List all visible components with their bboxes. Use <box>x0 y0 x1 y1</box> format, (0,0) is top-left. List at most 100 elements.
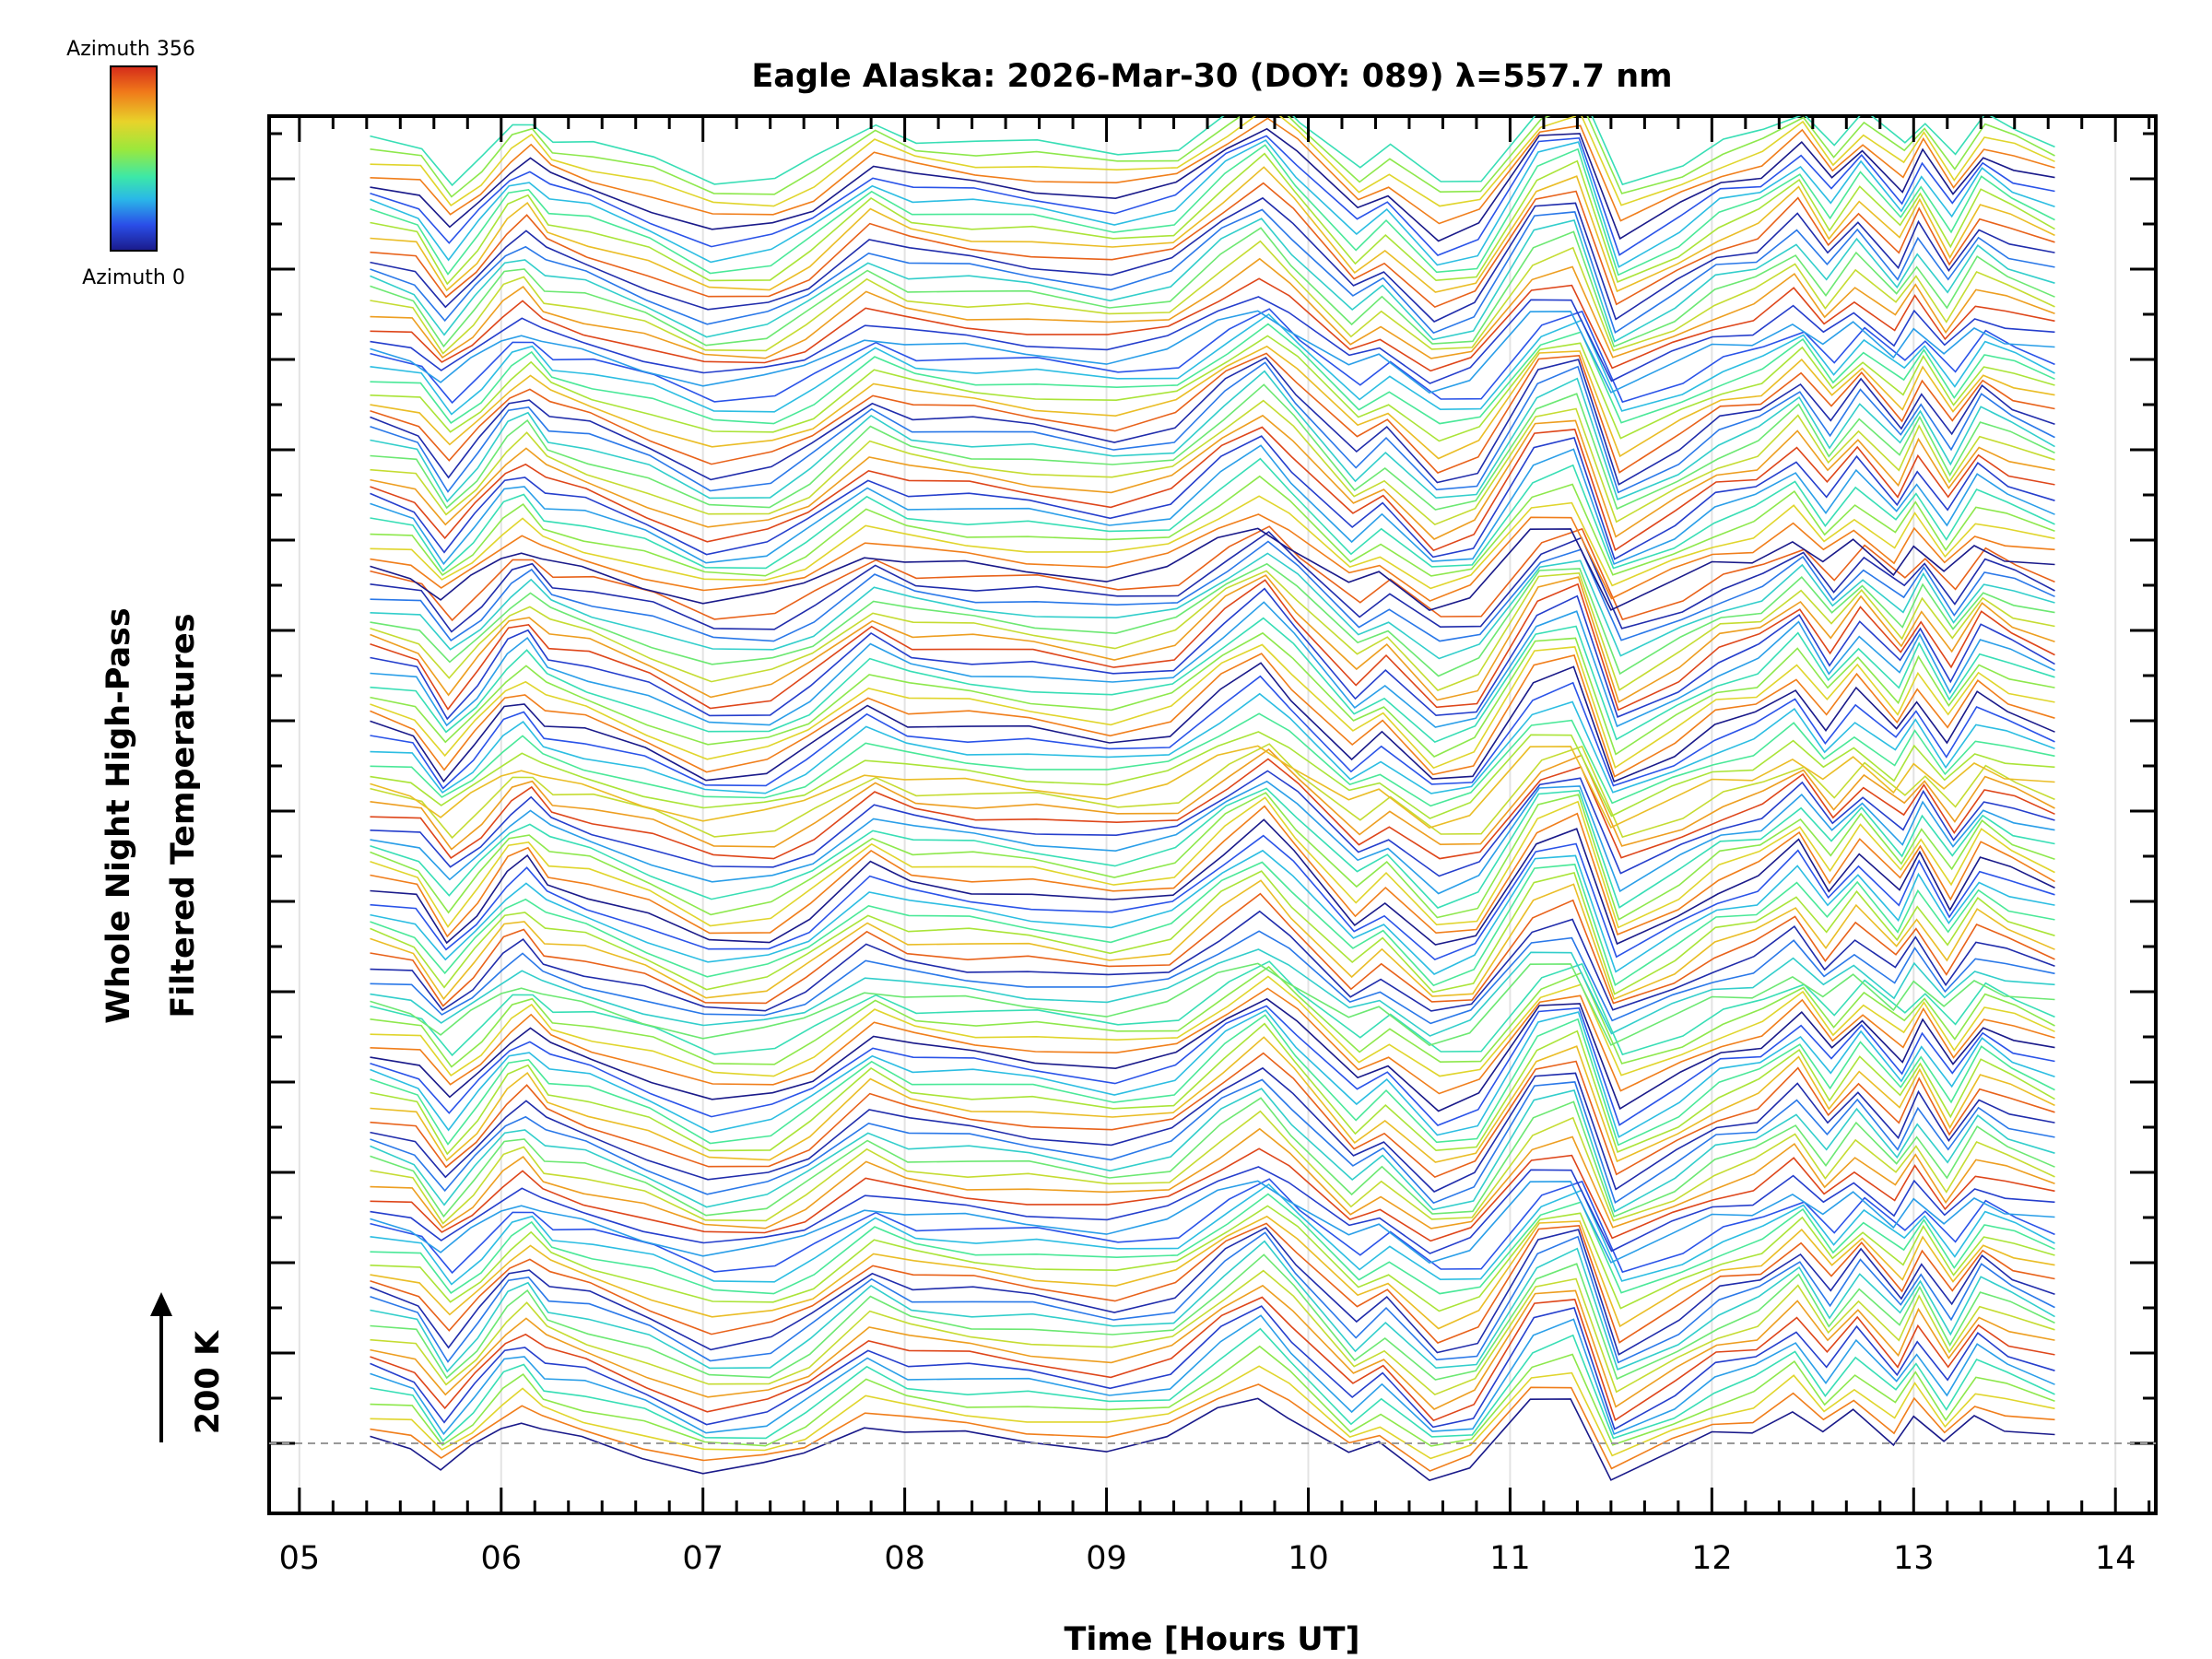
series-line <box>370 352 2055 474</box>
series-traces <box>370 116 2055 1481</box>
series-line <box>370 370 2055 503</box>
series-line <box>370 1009 2055 1138</box>
series-line <box>370 1215 2055 1330</box>
series-line <box>370 527 2055 611</box>
series-line <box>370 675 2055 790</box>
series-line <box>370 525 2055 622</box>
series-line <box>370 495 2055 590</box>
x-tick-label: 13 <box>1893 1540 1935 1577</box>
series-line <box>370 987 2055 1095</box>
series-line <box>370 587 2055 721</box>
series-line <box>370 1166 2055 1254</box>
scale-arrow-icon <box>150 1292 172 1316</box>
series-line <box>370 879 2055 1001</box>
series-line <box>370 1127 2055 1230</box>
series-line <box>370 1227 2055 1356</box>
scale-indicator: 200 K <box>150 1292 227 1442</box>
series-line <box>370 731 2055 819</box>
series-line <box>370 399 2055 526</box>
series-line <box>370 1147 2055 1242</box>
series-line <box>370 296 2055 384</box>
series-line <box>370 323 2055 425</box>
series-line <box>370 1022 2055 1156</box>
series-line <box>370 166 2055 293</box>
series-line <box>370 208 2055 335</box>
series-line <box>370 758 2055 860</box>
series-line <box>370 805 2055 938</box>
chart-title: Eagle Alaska: 2026-Mar-30 (DOY: 089) λ=5… <box>751 58 1672 95</box>
series-line <box>370 345 2055 460</box>
series-line <box>370 139 2055 268</box>
series-line <box>370 227 2055 348</box>
x-tick-label: 08 <box>884 1540 925 1577</box>
colorbar-top-label: Azimuth 356 <box>66 38 195 61</box>
series-line <box>370 796 2055 929</box>
series-line <box>370 562 2055 677</box>
series-line <box>370 310 2055 394</box>
series-line <box>370 1180 2055 1264</box>
series-line <box>370 444 2055 566</box>
series-line <box>370 770 2055 877</box>
series-line <box>370 643 2055 770</box>
series-line <box>370 743 2055 840</box>
series-line <box>370 1014 2055 1147</box>
series-line <box>370 1269 2055 1396</box>
series-line <box>370 308 2055 405</box>
series-line <box>370 1240 2055 1373</box>
series-line <box>370 601 2055 728</box>
series-line <box>370 1327 2055 1442</box>
x-tick-label: 12 <box>1691 1540 1733 1577</box>
series-line <box>370 692 2055 794</box>
series-line <box>370 910 2055 1012</box>
series-line <box>370 117 2055 225</box>
x-tick-labels: 05 06 07 08 09 10 11 12 13 14 <box>279 1540 2136 1577</box>
series-line <box>370 653 2055 778</box>
series-line <box>370 1182 2055 1286</box>
series-line <box>370 1383 2055 1472</box>
series-line <box>370 383 2055 511</box>
y-axis-label-line1: Whole Night High-Pass <box>100 607 137 1023</box>
series-line <box>370 1253 2055 1381</box>
series-line <box>370 962 2055 1046</box>
series-line <box>370 414 2055 540</box>
x-tick-label: 06 <box>480 1540 522 1577</box>
series-line <box>370 1231 2055 1364</box>
series-line <box>370 617 2055 744</box>
series-line <box>370 240 2055 355</box>
series-line <box>370 747 2055 851</box>
series-line <box>370 513 2055 602</box>
series-line <box>370 144 2055 276</box>
x-tick-label: 14 <box>2095 1540 2136 1577</box>
series-line <box>370 127 2055 242</box>
series-line <box>370 1365 2055 1460</box>
series-line <box>370 870 2055 995</box>
series-line <box>370 361 2055 494</box>
series-line <box>370 745 2055 829</box>
series-line <box>370 849 2055 975</box>
series-line <box>370 975 2055 1077</box>
series-line <box>370 1222 2055 1344</box>
series-line <box>370 930 2055 1025</box>
series-line <box>370 1088 2055 1213</box>
series-line <box>370 135 2055 256</box>
series-line <box>370 662 2055 783</box>
series-line <box>370 1345 2055 1447</box>
series-line <box>370 579 2055 712</box>
series-line <box>370 435 2055 560</box>
series-line <box>370 475 2055 577</box>
series-line <box>370 1036 2055 1163</box>
series-line <box>370 1397 2055 1481</box>
series-line <box>370 1110 2055 1225</box>
series-line <box>370 997 2055 1112</box>
colorbar-bottom-label: Azimuth 0 <box>82 266 185 289</box>
series-line <box>370 948 2055 1037</box>
series-line <box>370 861 2055 987</box>
series-line <box>370 965 2055 1068</box>
series-line <box>370 116 2055 187</box>
series-line <box>370 834 2055 961</box>
series-line <box>370 960 2055 1057</box>
series-line <box>370 426 2055 552</box>
scale-label: 200 K <box>190 1329 227 1434</box>
series-line <box>370 631 2055 758</box>
series-line <box>370 277 2055 372</box>
